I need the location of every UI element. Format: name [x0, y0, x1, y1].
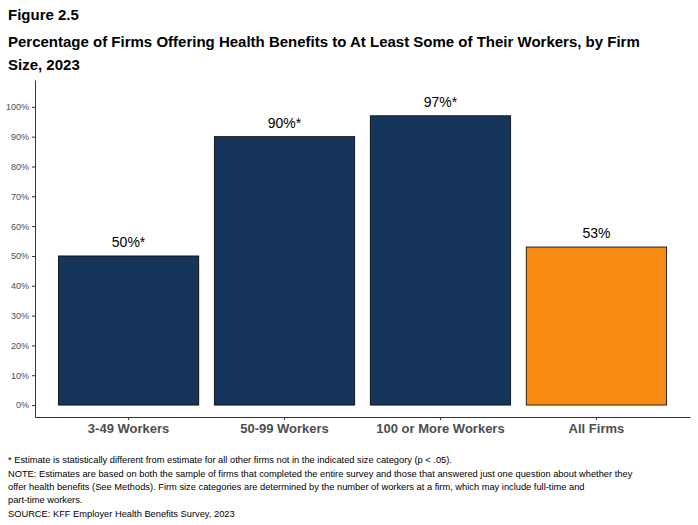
data-labels: 50%* 90%* 97%* 53%	[112, 94, 611, 250]
y-tick-label: 80%	[11, 162, 29, 172]
subtitle: Percentage of Firms Offering Health Bene…	[8, 33, 644, 73]
y-tick-label: 30%	[11, 311, 29, 321]
y-tick: 50%	[11, 251, 35, 261]
y-tick-mark	[32, 405, 35, 406]
x-tick: 50-99 Workers	[240, 417, 329, 436]
x-tick-mark	[128, 417, 129, 420]
x-tick-mark	[284, 417, 285, 420]
x-tick-label: 50-99 Workers	[240, 421, 329, 436]
x-axis: 3-49 Workers 50-99 Workers 100 or More Wor…	[36, 417, 691, 436]
y-tick: 100%	[6, 102, 35, 112]
y-tick: 60%	[11, 222, 35, 232]
y-tick-label: 0%	[16, 400, 29, 410]
y-tick-label: 20%	[11, 341, 29, 351]
y-tick: 30%	[11, 311, 35, 321]
y-tick-mark	[32, 286, 35, 287]
y-tick: 40%	[11, 281, 35, 291]
note: part-time workers.	[8, 495, 82, 505]
y-tick-label: 90%	[11, 132, 29, 142]
y-tick-label: 100%	[6, 102, 29, 112]
x-tick: 3-49 Workers	[88, 417, 169, 436]
x-tick: All Firms	[569, 417, 625, 436]
chart: Figure 2.5 Percentage of Firms Offering H…	[0, 0, 698, 525]
y-axis-line	[35, 81, 36, 418]
note: * Estimate is statistically different fr…	[8, 455, 452, 465]
x-axis-line	[36, 417, 691, 418]
y-tick: 80%	[11, 162, 35, 172]
y-tick-mark	[32, 256, 35, 257]
notes: * Estimate is statistically different fr…	[8, 455, 633, 519]
x-tick-label: 3-49 Workers	[88, 421, 169, 436]
x-tick: 100 or More Workers	[376, 417, 504, 436]
bar	[526, 247, 666, 405]
y-tick-label: 70%	[11, 192, 29, 202]
y-tick: 20%	[11, 341, 35, 351]
y-tick-mark	[32, 107, 35, 108]
y-tick-label: 60%	[11, 222, 29, 232]
bar	[214, 137, 354, 405]
y-tick-mark	[32, 137, 35, 138]
x-tick-label: 100 or More Workers	[376, 421, 504, 436]
y-tick-mark	[32, 166, 35, 167]
y-tick-mark	[32, 345, 35, 346]
y-tick-mark	[32, 196, 35, 197]
data-label: 90%*	[268, 115, 302, 131]
data-label: 50%*	[112, 234, 146, 250]
x-tick-mark	[440, 417, 441, 420]
note: SOURCE: KFF Employer Health Benefits Sur…	[8, 509, 235, 519]
x-tick-label: All Firms	[569, 421, 625, 436]
y-tick: 0%	[16, 400, 35, 410]
data-label: 97%*	[424, 94, 458, 110]
y-tick-mark	[32, 316, 35, 317]
bar	[58, 256, 198, 405]
y-tick-mark	[32, 226, 35, 227]
bar	[370, 116, 510, 405]
y-tick: 10%	[11, 371, 35, 381]
note: offer health benefits (See Methods). Fir…	[8, 482, 585, 492]
y-tick: 90%	[11, 132, 35, 142]
y-tick-mark	[32, 375, 35, 376]
y-tick-label: 40%	[11, 281, 29, 291]
title: Figure 2.5	[8, 6, 79, 23]
data-label: 53%	[582, 225, 610, 241]
x-tick-mark	[596, 417, 597, 420]
note: NOTE: Estimates are based on both the sa…	[8, 469, 633, 479]
y-tick-label: 50%	[11, 251, 29, 261]
bars	[58, 116, 666, 405]
y-tick: 70%	[11, 192, 35, 202]
y-tick-label: 10%	[11, 371, 29, 381]
y-axis: 0% 10% 20% 30% 40% 50% 60% 70% 80% 90% 100%	[6, 81, 36, 418]
